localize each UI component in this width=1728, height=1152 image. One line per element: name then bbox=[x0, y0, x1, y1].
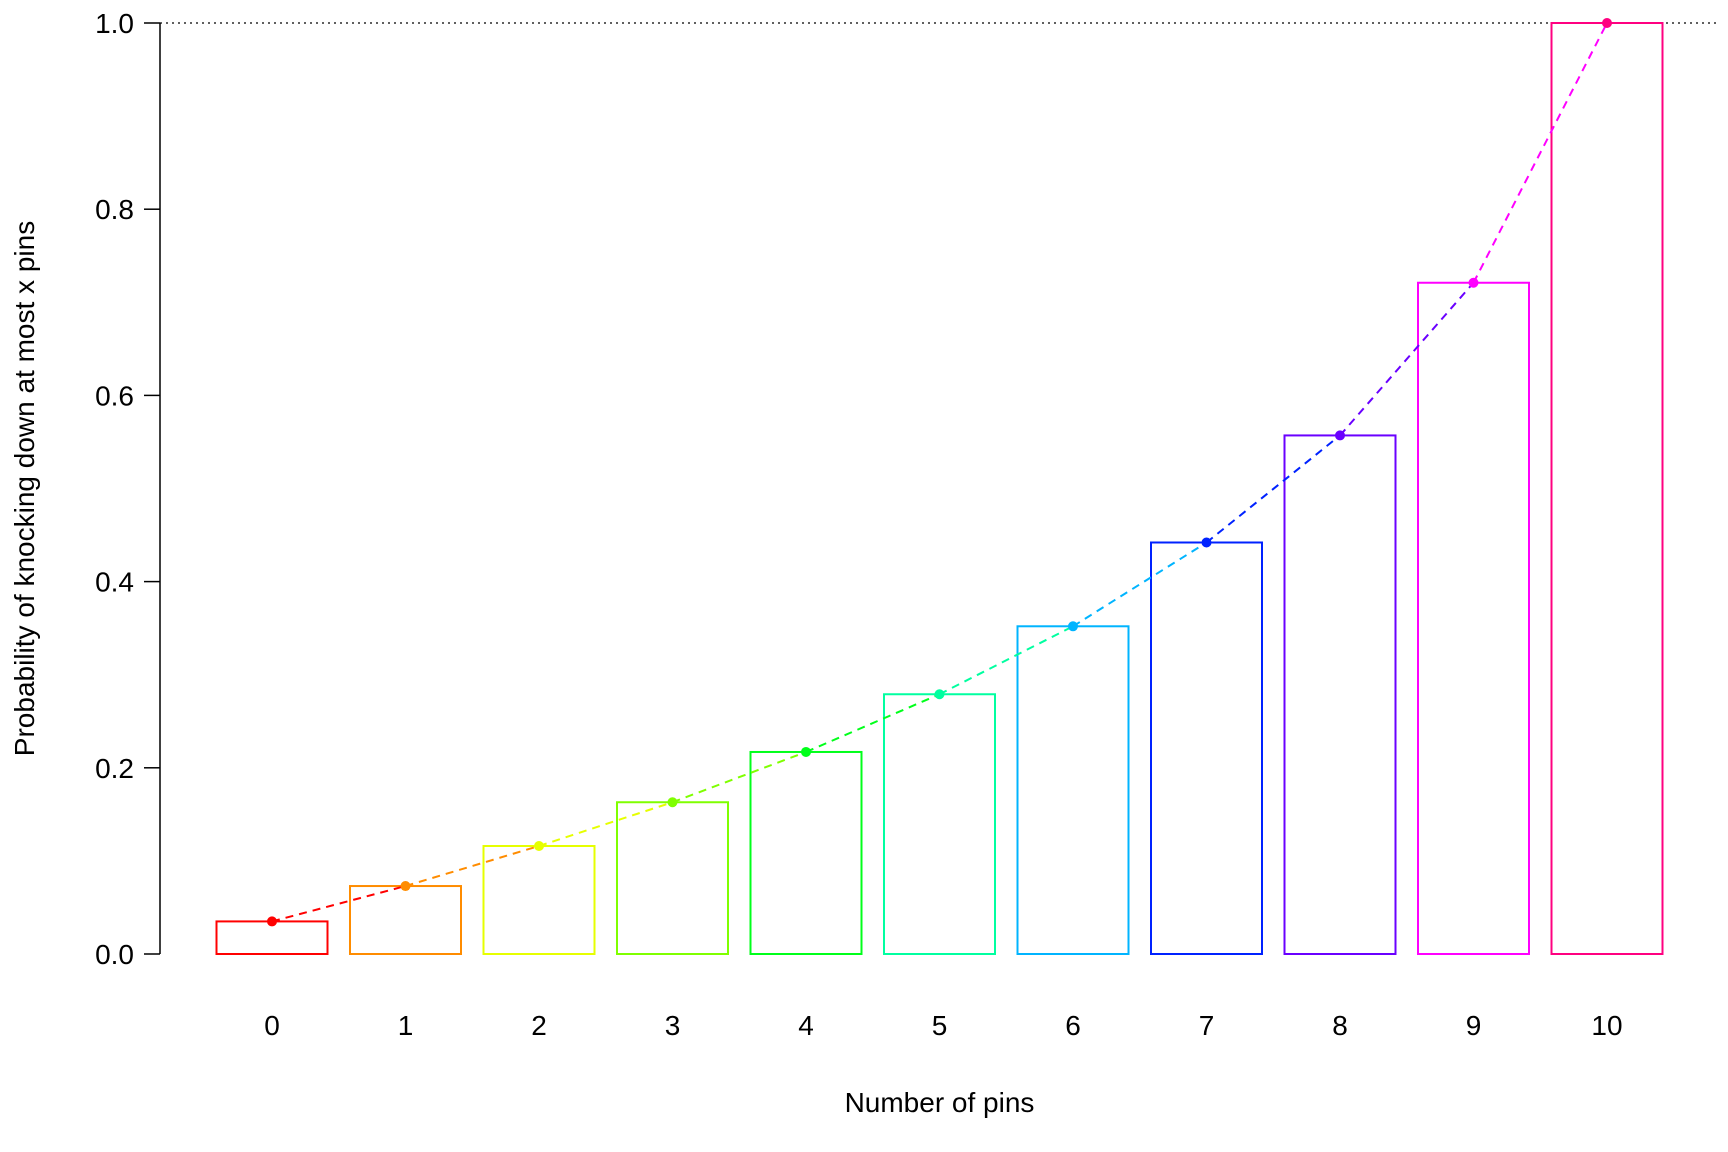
line-segment bbox=[1072, 541, 1208, 628]
data-point bbox=[801, 746, 811, 757]
tick-labels-group: 0.0 0.2 0.4 0.6 0.8 1.0 0 1 2 3 4 5 6 7 8 9 10 bbox=[95, 8, 1623, 1041]
line-segment bbox=[1205, 434, 1341, 544]
line-segment bbox=[405, 845, 540, 887]
x-tick-label: 2 bbox=[531, 1010, 547, 1041]
line-segment bbox=[1472, 22, 1608, 284]
bar bbox=[349, 885, 462, 955]
data-point bbox=[1602, 18, 1612, 28]
y-axis-title: Probability of knocking down at most x p… bbox=[9, 221, 40, 756]
bar bbox=[616, 801, 729, 956]
bar bbox=[749, 750, 863, 956]
data-point bbox=[1335, 430, 1345, 441]
x-axis-title: Number of pins bbox=[845, 1087, 1035, 1118]
bar bbox=[1550, 22, 1664, 955]
x-tick-label: 4 bbox=[798, 1010, 814, 1041]
y-tick-label: 0.0 bbox=[95, 939, 134, 970]
y-tick-label: 1.0 bbox=[95, 8, 134, 39]
data-point bbox=[1068, 621, 1078, 632]
line-segment bbox=[1339, 282, 1475, 437]
x-tick-label: 6 bbox=[1065, 1010, 1081, 1041]
line-segment bbox=[271, 885, 406, 923]
x-tick-label: 8 bbox=[1332, 1010, 1348, 1041]
data-point bbox=[1201, 537, 1212, 548]
data-point bbox=[1468, 277, 1479, 288]
line-segment bbox=[538, 801, 673, 847]
bar bbox=[883, 693, 996, 955]
bar bbox=[1283, 434, 1397, 956]
y-tick-label: 0.8 bbox=[95, 194, 134, 225]
y-tick-label: 0.2 bbox=[95, 753, 134, 784]
bar bbox=[482, 845, 596, 956]
y-tick-label: 0.6 bbox=[95, 380, 134, 411]
x-tick-label: 3 bbox=[665, 1010, 681, 1041]
bar bbox=[1016, 625, 1130, 956]
data-point bbox=[667, 797, 678, 808]
x-tick-label: 1 bbox=[398, 1010, 414, 1041]
line-segment bbox=[672, 751, 807, 804]
x-tick-label: 5 bbox=[932, 1010, 948, 1041]
data-point bbox=[267, 916, 277, 927]
bar bbox=[1417, 281, 1530, 955]
x-tick-label: 0 bbox=[264, 1010, 280, 1041]
data-point bbox=[934, 689, 945, 700]
data-point bbox=[400, 881, 411, 892]
y-tick-label: 0.4 bbox=[95, 567, 134, 598]
cumulative-line-group bbox=[267, 18, 1612, 927]
data-point bbox=[534, 841, 544, 852]
x-tick-label: 10 bbox=[1591, 1010, 1622, 1041]
x-tick-label: 7 bbox=[1199, 1010, 1215, 1041]
line-segment bbox=[939, 625, 1074, 696]
bars-group bbox=[215, 22, 1664, 956]
chart-axes bbox=[144, 22, 161, 955]
line-segment bbox=[805, 693, 940, 753]
bar bbox=[1150, 541, 1263, 955]
x-tick-label: 9 bbox=[1466, 1010, 1482, 1041]
